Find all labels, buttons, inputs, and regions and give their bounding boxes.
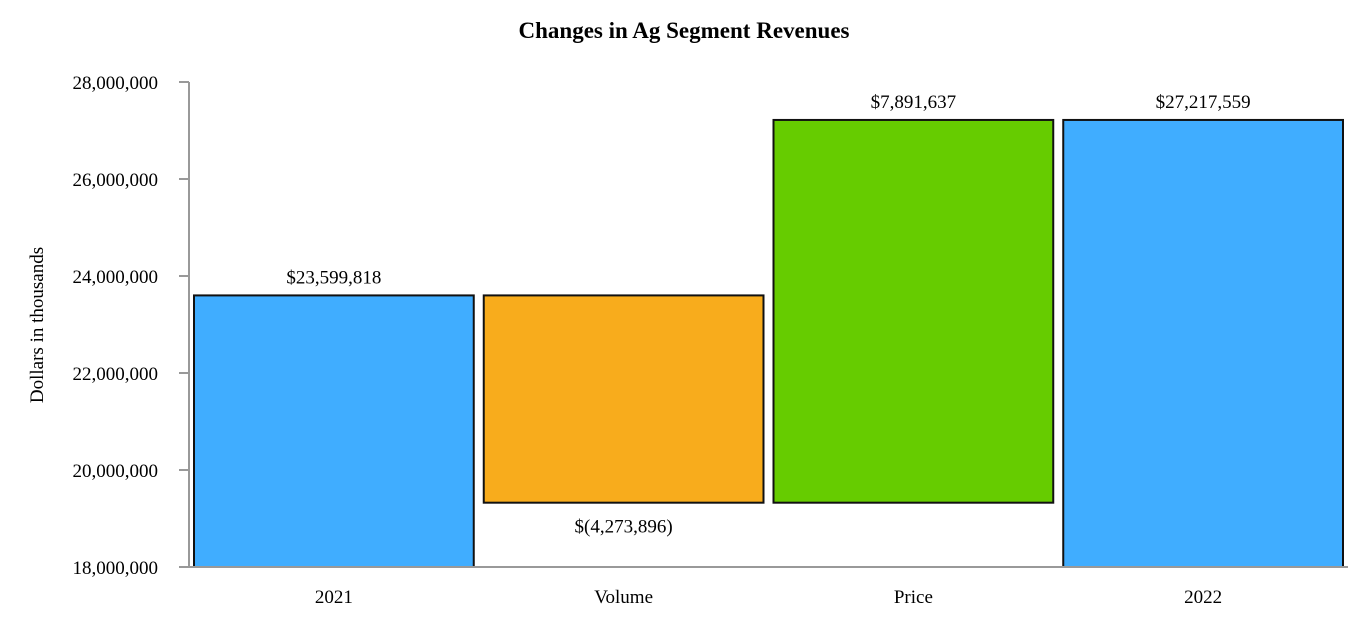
y-tick-label: 24,000,000 (73, 267, 159, 288)
y-tick-label: 20,000,000 (73, 461, 159, 482)
data-label-2021: $23,599,818 (286, 267, 381, 288)
data-label-price: $7,891,637 (871, 92, 957, 113)
x-axis: 2021 Volume Price 2022 (179, 566, 1348, 608)
bar-2022 (1062, 118, 1344, 568)
x-tick-label: Volume (594, 587, 653, 608)
bar-2021 (193, 294, 475, 568)
data-label-2022: $27,217,559 (1156, 92, 1251, 113)
y-axis: 18,000,000 20,000,000 22,000,000 24,000,000… (73, 73, 190, 579)
y-tick-label: 18,000,000 (73, 558, 159, 579)
y-tick-label: 28,000,000 (73, 73, 159, 94)
y-tick-label: 22,000,000 (73, 364, 159, 385)
x-tick-label: Price (894, 587, 933, 608)
x-tick-label: 2022 (1184, 587, 1222, 608)
y-tick-label: 26,000,000 (73, 170, 159, 191)
chart-title: Changes in Ag Segment Revenues (519, 18, 850, 43)
y-axis-label: Dollars in thousands (27, 247, 48, 403)
bars-group: $23,599,818 $(4,273,896) $7,891,637 $27,217… (193, 92, 1344, 568)
bar-price (772, 118, 1055, 504)
x-tick-label: 2021 (315, 587, 353, 608)
data-label-volume: $(4,273,896) (575, 517, 673, 538)
bar-volume (482, 294, 765, 504)
